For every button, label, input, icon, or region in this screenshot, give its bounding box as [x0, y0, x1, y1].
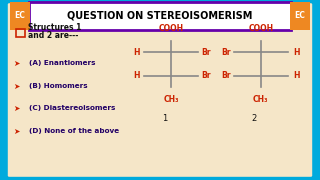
- Text: (D) None of the above: (D) None of the above: [29, 128, 119, 134]
- Bar: [290, 2, 310, 30]
- Text: Br: Br: [221, 71, 230, 80]
- Text: EC: EC: [15, 11, 26, 20]
- Text: EC: EC: [295, 11, 306, 20]
- Text: ➤: ➤: [13, 127, 19, 136]
- Text: Structures 1: Structures 1: [28, 23, 82, 32]
- Text: ➤: ➤: [13, 103, 19, 112]
- Text: H: H: [133, 71, 139, 80]
- Text: Br: Br: [221, 48, 230, 57]
- Text: COOH: COOH: [159, 24, 184, 33]
- Text: 2: 2: [252, 114, 257, 123]
- Text: H: H: [133, 48, 139, 57]
- Text: and 2 are---: and 2 are---: [28, 31, 78, 40]
- Text: COOH: COOH: [248, 24, 273, 33]
- Bar: [29, 2, 291, 30]
- Bar: [10, 2, 30, 30]
- Text: Br: Br: [202, 48, 211, 57]
- Text: ➤: ➤: [13, 82, 19, 91]
- Text: (B) Homomers: (B) Homomers: [29, 83, 87, 89]
- Text: ➤: ➤: [13, 58, 19, 68]
- Text: H: H: [293, 71, 299, 80]
- Text: CH₃: CH₃: [253, 94, 268, 103]
- Text: (C) Diastereoisomers: (C) Diastereoisomers: [29, 105, 115, 111]
- Text: CH₃: CH₃: [164, 94, 179, 103]
- Bar: [16, 29, 25, 37]
- Text: H: H: [293, 48, 299, 57]
- Text: 1: 1: [162, 114, 167, 123]
- Text: (A) Enantiomers: (A) Enantiomers: [29, 60, 95, 66]
- Text: QUESTION ON STEREOISOMERISM: QUESTION ON STEREOISOMERISM: [67, 11, 253, 21]
- FancyBboxPatch shape: [6, 2, 314, 178]
- Text: Br: Br: [202, 71, 211, 80]
